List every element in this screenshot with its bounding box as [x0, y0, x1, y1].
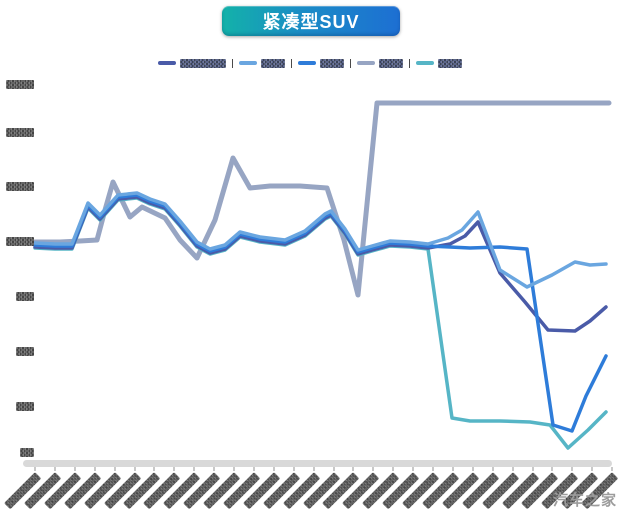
legend-swatch-icon [357, 61, 375, 65]
legend-label-obscured [320, 58, 344, 68]
legend-label-obscured [180, 58, 226, 68]
y-tick-label-obscured [16, 402, 34, 411]
legend-item-series-1[interactable] [158, 58, 226, 68]
x-tick-mark [432, 467, 434, 471]
x-tick-mark [113, 467, 116, 471]
x-tick-mark [412, 467, 415, 471]
x-tick-mark [571, 467, 574, 471]
y-tick-label-obscured [16, 347, 34, 356]
series-line-series-2 [33, 191, 608, 289]
legend-label-obscured [438, 58, 462, 68]
y-tick-label-obscured [16, 292, 34, 301]
legend-swatch-icon [158, 61, 176, 65]
x-tick-mark [193, 467, 196, 471]
x-tick-mark [392, 467, 395, 471]
x-tick-mark [372, 467, 375, 471]
x-tick-mark [292, 467, 295, 471]
x-tick-mark [332, 467, 335, 471]
legend-swatch-icon [298, 61, 316, 65]
y-tick-label-obscured [6, 128, 34, 137]
x-axis-scrollbar[interactable] [23, 460, 612, 467]
x-tick-mark [34, 467, 36, 471]
x-tick-mark [551, 467, 554, 471]
legend-item-series-3[interactable] [298, 58, 344, 68]
legend-label-obscured [261, 58, 285, 68]
legend-swatch-icon [416, 61, 434, 65]
legend-separator [232, 58, 233, 68]
legend-label-obscured [379, 58, 403, 68]
x-tick-mark [252, 467, 255, 471]
x-tick-mark [352, 467, 355, 471]
y-tick-label-obscured [20, 448, 34, 457]
x-tick-mark [451, 467, 454, 471]
legend [0, 56, 620, 70]
x-tick-mark [611, 467, 614, 471]
y-tick-label-obscured [6, 182, 34, 191]
x-tick-mark [133, 467, 136, 471]
legend-swatch-icon [239, 61, 257, 65]
x-tick-mark [73, 467, 76, 471]
x-tick-mark [153, 467, 156, 471]
series-line-series-5 [33, 196, 608, 450]
series-line-series-3 [33, 193, 608, 433]
x-tick-mark [531, 467, 534, 471]
x-tick-mark [591, 467, 594, 471]
legend-separator [291, 58, 292, 68]
chart-title: 紧凑型SUV [262, 12, 360, 32]
x-tick-mark [53, 467, 56, 471]
y-tick-label-obscured [6, 237, 34, 246]
y-tick-label-obscured [6, 80, 34, 89]
legend-item-series-5[interactable] [416, 58, 462, 68]
x-tick-mark [511, 467, 514, 471]
x-tick-mark [93, 467, 96, 471]
x-tick-mark [272, 467, 275, 471]
x-tick-mark [471, 467, 474, 471]
legend-item-series-4[interactable] [357, 58, 403, 68]
x-tick-mark [312, 467, 315, 471]
x-tick-mark [213, 467, 216, 471]
legend-separator [409, 58, 410, 68]
x-tick-mark [173, 467, 176, 471]
legend-item-series-2[interactable] [239, 58, 285, 68]
x-tick-mark [233, 467, 235, 471]
x-tick-mark [491, 467, 494, 471]
watermark: 汽车之家 [552, 492, 617, 509]
chart-title-button: 紧凑型SUV [222, 6, 400, 36]
legend-separator [350, 58, 351, 68]
